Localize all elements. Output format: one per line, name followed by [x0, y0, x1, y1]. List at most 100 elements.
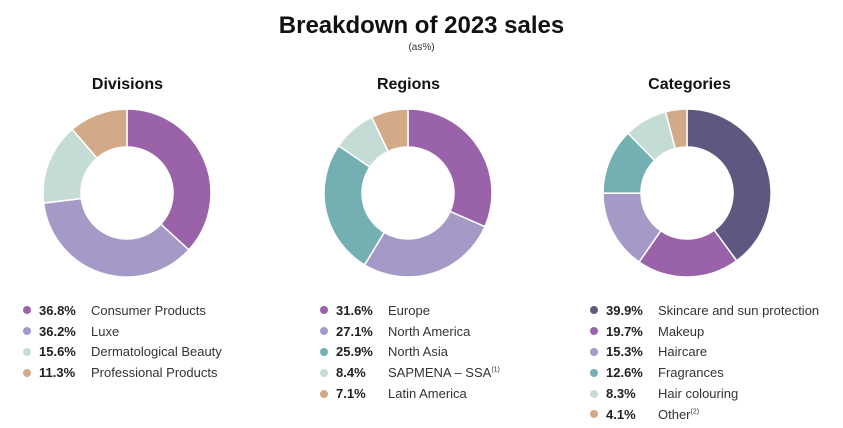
regions-donut-chart — [323, 108, 493, 278]
legend-marker — [23, 327, 31, 336]
legend-label-text: Makeup — [658, 323, 705, 339]
legend-item-consumer-products: 36.8% Consumer Products — [23, 300, 222, 321]
legend-marker — [320, 327, 328, 336]
legend-label: Europe — [388, 303, 430, 318]
slice-professional-products — [71, 108, 128, 160]
legend-label: Hair colouring — [658, 386, 738, 401]
slice-consumer-products — [126, 108, 212, 251]
legend-item-other: 4.1% Other(2) — [590, 404, 819, 425]
legend-item-makeup: 19.7% Makeup — [590, 321, 819, 342]
legend-item-latin-america: 7.1% Latin America — [320, 383, 500, 404]
legend-item-skincare-and-sun-protection: 39.9% Skincare and sun protection — [590, 300, 819, 321]
legend-percentage: 4.1% — [606, 406, 636, 422]
slice-north-asia — [323, 144, 386, 266]
legend-label-text: Europe — [388, 302, 430, 318]
categories-donut-chart — [602, 108, 772, 278]
legend-percentage: 8.3% — [606, 386, 636, 402]
legend-label-text: Skincare and sun protection — [658, 302, 820, 318]
legend-label-text: Other — [658, 406, 691, 422]
legend-marker — [320, 368, 328, 377]
legend-label-text: Dermatological Beauty — [91, 344, 222, 360]
legend-item-luxe: 36.2% Luxe — [23, 321, 222, 342]
categories-panel: Categories 39.9% Skincare and sun protect… — [562, 0, 843, 428]
legend-percentage: 11.3% — [39, 365, 76, 381]
legend-percentage: 36.8% — [39, 302, 76, 318]
legend-label-text: Latin America — [388, 386, 467, 402]
legend-label: Haircare — [658, 344, 707, 359]
legend-item-professional-products: 11.3% Professional Products — [23, 362, 222, 383]
footnote-marker: (1) — [491, 366, 500, 374]
legend-label-text: North Asia — [388, 344, 448, 360]
legend-label: Other(2) — [658, 407, 699, 422]
slice-other — [664, 108, 688, 150]
legend-marker — [23, 368, 31, 377]
legend-item-fragrances: 12.6% Fragrances — [590, 362, 819, 383]
page-subtitle: (as%) — [408, 42, 435, 53]
slice-luxe — [42, 197, 190, 278]
regions-legend: 31.6% Europe 27.1% North America 25.9% North … — [320, 300, 500, 404]
legend-label: Skincare and sun protection — [658, 303, 819, 318]
slice-europe — [407, 108, 493, 228]
legend-percentage: 7.1% — [336, 386, 366, 402]
legend-item-europe: 31.6% Europe — [320, 300, 500, 321]
legend-label: Dermatological Beauty — [91, 344, 222, 359]
legend-item-dermatological-beauty: 15.6% Dermatological Beauty — [23, 342, 222, 363]
legend-label-text: Haircare — [658, 344, 708, 360]
legend-marker — [23, 347, 31, 356]
legend-label-text: Hair colouring — [658, 386, 739, 402]
legend-marker — [590, 389, 598, 398]
legend-item-north-asia: 25.9% North Asia — [320, 342, 500, 363]
legend-label: Luxe — [91, 324, 119, 339]
legend-marker — [590, 306, 598, 315]
legend-label: Latin America — [388, 386, 467, 401]
slice-latin-america — [370, 108, 409, 153]
legend-marker — [590, 347, 598, 356]
legend-percentage: 25.9% — [336, 344, 373, 360]
legend-percentage: 15.3% — [606, 344, 643, 360]
legend-label: Consumer Products — [91, 303, 206, 318]
legend-label-text: Professional Products — [91, 365, 218, 381]
divisions-donut-chart — [42, 108, 212, 278]
categories-title: Categories — [648, 76, 731, 93]
legend-marker — [320, 306, 328, 315]
regions-panel: Regions 31.6% Europe 27.1% North America 25.… — [281, 0, 562, 428]
legend-marker — [320, 389, 328, 398]
legend-label-text: Fragrances — [658, 365, 724, 381]
legend-label: North America — [388, 324, 470, 339]
legend-label: Professional Products — [91, 365, 217, 380]
legend-label-text: North America — [388, 323, 471, 339]
regions-title: Regions — [376, 76, 441, 93]
divisions-panel: Divisions 36.8% Consumer Products 36.2% Lux… — [0, 0, 281, 428]
legend-percentage: 36.2% — [39, 323, 76, 339]
slice-north-america — [363, 210, 486, 278]
legend-percentage: 31.6% — [336, 302, 373, 318]
legend-label-text: SAPMENA – SSA — [388, 365, 492, 381]
legend-percentage: 19.7% — [606, 323, 643, 339]
legend-label: North Asia — [388, 344, 448, 359]
legend-label: Fragrances — [658, 365, 724, 380]
page-title: Breakdown of 2023 sales — [278, 12, 565, 39]
legend-label: Makeup — [658, 324, 704, 339]
legend-marker — [23, 306, 31, 315]
categories-legend: 39.9% Skincare and sun protection 19.7% Mak… — [590, 300, 819, 425]
legend-marker — [320, 347, 328, 356]
slice-skincare-and-sun-protection — [686, 108, 772, 262]
legend-percentage: 27.1% — [336, 323, 373, 339]
legend-marker — [590, 410, 598, 419]
legend-item-sapmena-ssa: 8.4% SAPMENA – SSA(1) — [320, 362, 500, 383]
legend-label: SAPMENA – SSA(1) — [388, 365, 500, 380]
legend-percentage: 15.6% — [39, 344, 76, 360]
legend-percentage: 39.9% — [606, 302, 643, 318]
legend-marker — [590, 368, 598, 377]
footnote-marker: (2) — [690, 408, 700, 416]
legend-marker — [590, 327, 598, 336]
legend-percentage: 8.4% — [336, 365, 366, 381]
divisions-legend: 36.8% Consumer Products 36.2% Luxe 15.6% Derm… — [23, 300, 222, 383]
legend-label-text: Luxe — [91, 323, 120, 339]
legend-label-text: Consumer Products — [91, 302, 206, 318]
legend-item-haircare: 15.3% Haircare — [590, 342, 819, 363]
divisions-title: Divisions — [91, 76, 164, 93]
legend-percentage: 12.6% — [606, 365, 643, 381]
legend-item-north-america: 27.1% North America — [320, 321, 500, 342]
legend-item-hair-colouring: 8.3% Hair colouring — [590, 383, 819, 404]
